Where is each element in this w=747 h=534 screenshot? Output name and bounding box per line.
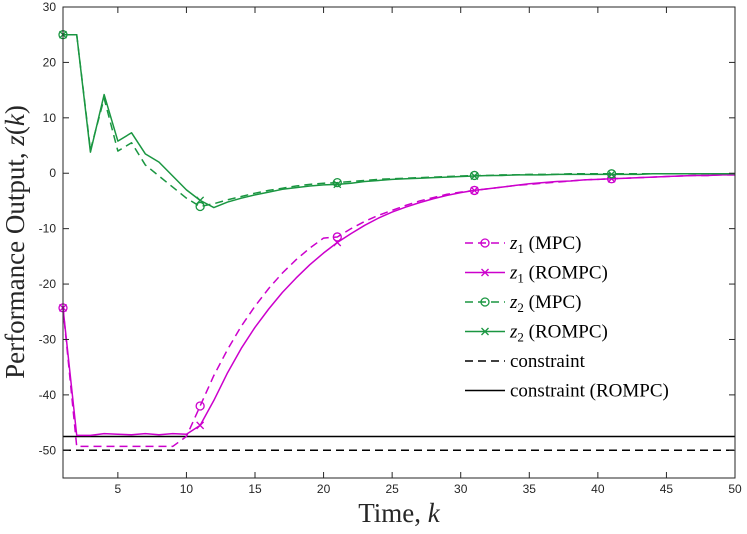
y-title-part-3: k [0,113,30,126]
data-point [332,178,342,188]
y-title-part-2: ( [0,126,30,135]
legend-subscript: 1 [517,241,524,256]
data-point [195,201,205,212]
legend-entry: constraint (ROMPC) [465,381,669,402]
data-point [196,196,205,205]
x-tick-label: 25 [385,482,399,496]
axis-ticks: 5 10 15 20 25 30 35 40 45 50 30 20 10 0 -10 -20 -30 -40 -5… [39,0,742,496]
y-title-part-0: Performance Output, [0,146,30,379]
legend-entry: constraint [465,351,586,372]
x-title-text: Time, [358,498,428,528]
x-tick-label: 35 [523,482,537,496]
legend-label: z1 (ROMPC) [509,263,608,286]
data-point-stroke [333,238,342,247]
data-point [196,421,205,430]
y-tick-label: -30 [39,332,57,346]
x-tick-label: 30 [454,482,468,496]
y-tick-label: -10 [39,222,57,236]
y-tick-label: -40 [39,388,57,402]
y-title-part-4: ) [0,105,30,114]
y-tick-label: 30 [43,0,57,14]
legend-entry: z1 (ROMPC) [465,263,608,286]
legend-marker [480,238,490,248]
legend-rest: (ROMPC) [524,263,608,284]
series-line-1 [62,174,735,448]
data-point [470,186,479,195]
data-point-stroke [470,172,479,180]
series-line-2 [62,174,735,437]
legend-subscript: 1 [517,271,524,286]
legend-var: z [509,263,518,284]
legend: z1 (MPC)z1 (ROMPC)z2 (MPC)z2 (ROMPC)cons… [456,228,728,404]
series-line-4 [63,33,735,209]
x-tick-label: 10 [180,482,194,496]
legend-rest: (ROMPC) [524,322,608,343]
y-tick-label: 10 [43,111,57,125]
legend-entry: z1 (MPC) [465,233,581,256]
legend-subscript: 2 [517,330,524,345]
data-point-stroke [196,196,205,205]
x-tick-label: 20 [317,482,331,496]
legend-var: z [509,292,518,313]
legend-subscript: 2 [517,300,524,315]
y-tick-label: -50 [39,443,57,457]
legend-marker [480,297,490,307]
data-point [607,170,616,179]
legend-rest: (MPC) [524,233,582,254]
data-point [195,401,205,411]
data-point-stroke [333,180,342,189]
legend-label: z2 (ROMPC) [509,322,608,345]
legend-marker [481,327,489,336]
x-title-var: k [428,498,441,528]
y-tick-label: 20 [43,55,57,69]
x-tick-label: 45 [660,482,674,496]
legend-box [456,228,728,404]
data-point-stroke [470,186,479,195]
x-tick-label: 15 [248,482,262,496]
legend-entry: z2 (MPC) [465,292,581,315]
x-tick-label: 40 [591,482,605,496]
legend-marker [481,268,489,277]
legend-var: z [509,322,518,343]
legend-label: constraint [510,351,586,372]
data-point-stroke [607,170,616,179]
y-tick-label: 0 [49,166,56,180]
legend-marker-stroke [481,327,489,336]
legend-var: z [509,233,518,254]
legend-rest: (MPC) [524,292,582,313]
y-tick-label: -20 [39,277,57,291]
data-point [333,238,342,247]
series-lines [58,30,735,452]
data-point-stroke [196,421,205,430]
axes-box [62,6,736,479]
legend-entry: z2 (ROMPC) [465,322,608,345]
legend-label: constraint (ROMPC) [510,381,669,402]
y-title-part-1: z [0,135,30,147]
legend-label: z1 (MPC) [509,233,581,256]
data-point [333,180,342,189]
x-tick-label: 5 [115,482,122,496]
x-axis-title: Time, k [358,498,441,528]
legend-label: z2 (MPC) [509,292,581,315]
y-axis-title: Performance Output, z(k) [0,105,30,379]
data-point [470,172,479,180]
data-point [332,232,342,242]
legend-marker-stroke [481,268,489,277]
x-tick-label: 50 [728,482,742,496]
